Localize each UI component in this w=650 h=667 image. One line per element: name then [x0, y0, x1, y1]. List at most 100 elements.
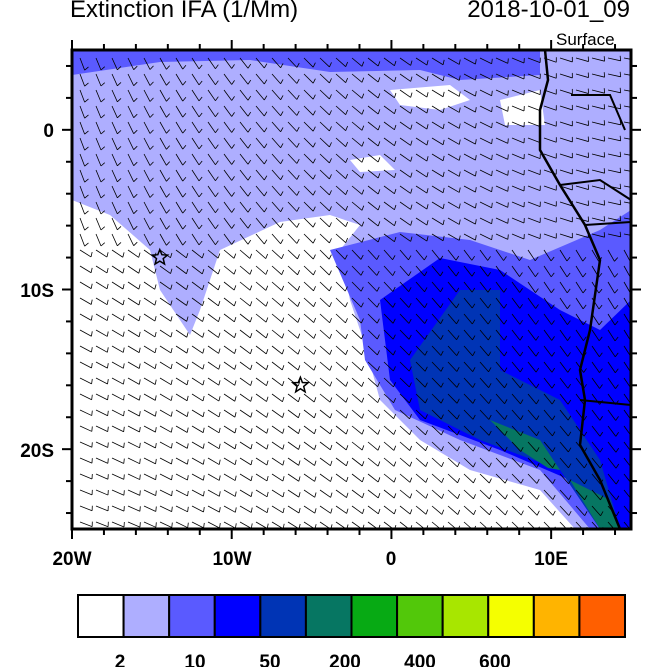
wind-barb-flag [329, 206, 332, 212]
wind-barb-flag [475, 107, 477, 113]
wind-barb [191, 249, 203, 259]
wind-barb-flag [198, 112, 203, 118]
wind-barb [191, 105, 200, 118]
wind-barb-flag [455, 255, 460, 261]
wind-barb-flag [536, 462, 540, 468]
wind-barb [175, 313, 187, 322]
wind-barb-flag [536, 431, 540, 436]
wind-barb [623, 521, 631, 529]
wind-barb-flag [345, 460, 349, 466]
wind-barb [79, 361, 92, 369]
wind-barb-flag [282, 507, 285, 513]
wind-barb [543, 441, 553, 453]
wind-barb [447, 185, 460, 193]
wind-barb-flag [456, 398, 460, 404]
wind-barb [463, 281, 473, 293]
wind-barb-flag [182, 129, 187, 134]
wind-barb [559, 409, 569, 421]
wind-barb-flag [503, 335, 508, 341]
wind-barb-flag [100, 130, 106, 135]
wind-barb [447, 233, 460, 241]
wind-barb [287, 105, 298, 116]
wind-barb [383, 409, 394, 419]
wind-barb [543, 521, 552, 529]
wind-barb [527, 505, 538, 516]
wind-barb [351, 137, 363, 147]
extinction-field [72, 50, 631, 529]
wind-barb [287, 281, 298, 291]
wind-barb [431, 233, 444, 242]
wind-barb-flag [198, 160, 203, 166]
wind-barb [527, 249, 536, 262]
wind-barb [591, 489, 601, 501]
wind-barb-flag [491, 138, 493, 144]
wind-barb [287, 121, 298, 132]
wind-barb-flag [203, 506, 205, 513]
wind-barb-flag [90, 299, 93, 305]
wind-barb [399, 297, 410, 308]
wind-barb [111, 73, 118, 87]
wind-barb-flag [170, 427, 173, 433]
wind-barb-flag [491, 74, 493, 80]
wind-barb [79, 57, 86, 71]
wind-barb [415, 73, 428, 82]
wind-barb-flag [106, 315, 109, 321]
wind-barb [239, 473, 252, 482]
wind-barb-flag [551, 383, 556, 389]
wind-barb [191, 201, 200, 214]
wind-barb-flag [519, 304, 523, 309]
wind-barb-flag [487, 256, 491, 261]
wind-barb [463, 57, 476, 65]
wind-barb-flag [312, 110, 316, 116]
wind-barb-flag [122, 347, 125, 353]
wind-barb [207, 249, 219, 259]
wind-barb [591, 89, 605, 94]
wind-barb-flag [215, 240, 219, 245]
wind-barb [175, 265, 187, 275]
wind-barb [143, 361, 156, 370]
wind-barb-flag [312, 142, 316, 148]
wind-barb-flag [410, 156, 413, 162]
wind-barb [399, 313, 410, 324]
wind-barb [175, 153, 184, 166]
wind-barb [415, 361, 426, 372]
wind-barb [79, 281, 92, 289]
wind-barb-flag [394, 204, 397, 210]
colorbar-swatch [578, 594, 627, 638]
wind-barb-flag [503, 288, 507, 293]
wind-barb [191, 121, 200, 134]
wind-barb [479, 265, 489, 277]
wind-barb [223, 57, 233, 69]
wind-barb-flag [361, 77, 365, 83]
wind-barb-flag [442, 235, 445, 241]
wind-barb [79, 329, 92, 337]
wind-barb-flag [117, 226, 122, 231]
wind-barb-flag [455, 271, 460, 277]
wind-barb [319, 457, 331, 467]
wind-barb [271, 361, 283, 371]
wind-barb [591, 521, 599, 529]
wind-barb-flag [215, 144, 219, 149]
wind-barb [271, 505, 284, 514]
wind-barb [127, 329, 140, 338]
wind-barb-flag [166, 177, 171, 182]
wind-barb [463, 137, 476, 145]
wind-barb [383, 169, 395, 179]
wind-barb-flag [345, 61, 349, 67]
wind-barb-flag [218, 475, 221, 481]
wind-barb-flag [139, 426, 141, 433]
wind-barb-flag [330, 508, 333, 514]
wind-barb-flag [182, 145, 187, 150]
wind-barb-flag [392, 302, 396, 308]
wind-barb-flag [535, 335, 539, 341]
wind-barb-flag [202, 380, 205, 386]
wind-barb-flag [393, 493, 397, 499]
wind-barb [399, 441, 411, 451]
wind-barb [143, 345, 156, 354]
wind-barb-flag [166, 241, 171, 246]
wind-barb [415, 329, 426, 340]
wind-barb [367, 345, 378, 356]
wind-barb [543, 473, 554, 484]
wind-barb [287, 473, 300, 482]
wind-barb-flag [182, 65, 187, 70]
